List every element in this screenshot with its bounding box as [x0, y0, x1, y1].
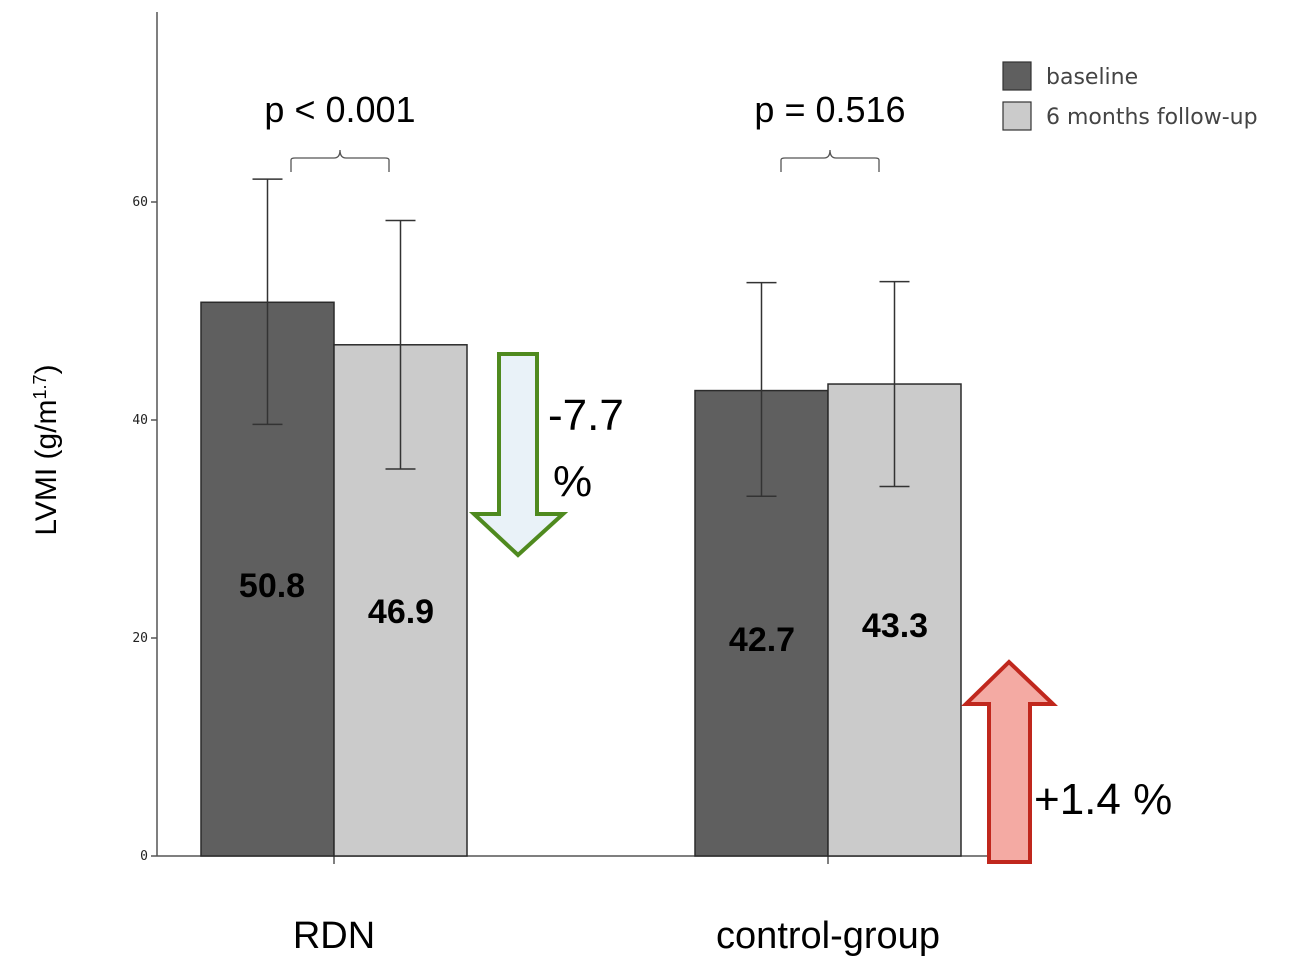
legend: baseline 6 months follow-up	[1002, 61, 1258, 131]
y-tick-label: 60	[132, 195, 148, 210]
down-arrow-icon	[468, 352, 569, 558]
y-axis-label-close: )	[30, 364, 63, 374]
x-tick-label: RDN	[293, 915, 375, 957]
y-tick-label: 20	[132, 631, 148, 646]
change-label-line2: %	[553, 457, 592, 506]
y-tick-label: 0	[140, 849, 148, 864]
error-bars	[252, 178, 910, 498]
p-value-bracket	[780, 149, 880, 172]
y-axis-label: LVMI (g/m1.7)	[30, 364, 63, 535]
change-label-line1: -7.7	[548, 391, 624, 440]
p-value-label: p = 0.516	[754, 89, 905, 130]
value-label: 46.9	[368, 593, 434, 631]
p-value-label: p < 0.001	[264, 89, 415, 130]
axes: 0 20 40 60 RDN control-group LVMI (g/m1.7)	[30, 12, 1020, 957]
value-labels: 50.8 42.7 46.9 43.3	[239, 567, 928, 659]
annotations: p < 0.001 p = 0.516 -7.7% +1.4 %	[264, 89, 1172, 864]
change-label: +1.4 %	[1034, 775, 1172, 824]
x-tick-label: control-group	[716, 915, 940, 957]
legend-label: 6 months follow-up	[1046, 105, 1258, 130]
value-label: 43.3	[862, 607, 928, 645]
up-arrow-icon	[961, 659, 1058, 864]
p-value-bracket	[290, 149, 390, 172]
y-tick-label: 40	[132, 413, 148, 428]
y-axis-label-superscript: 1.7	[30, 374, 50, 399]
legend-label: baseline	[1046, 65, 1138, 90]
value-label: 42.7	[729, 621, 795, 659]
value-label: 50.8	[239, 567, 305, 605]
legend-swatch-6-months-follow-up	[1002, 101, 1032, 131]
y-axis-label-main: LVMI (g/m	[30, 399, 63, 535]
legend-swatch-baseline	[1002, 61, 1032, 91]
bars	[200, 301, 962, 857]
